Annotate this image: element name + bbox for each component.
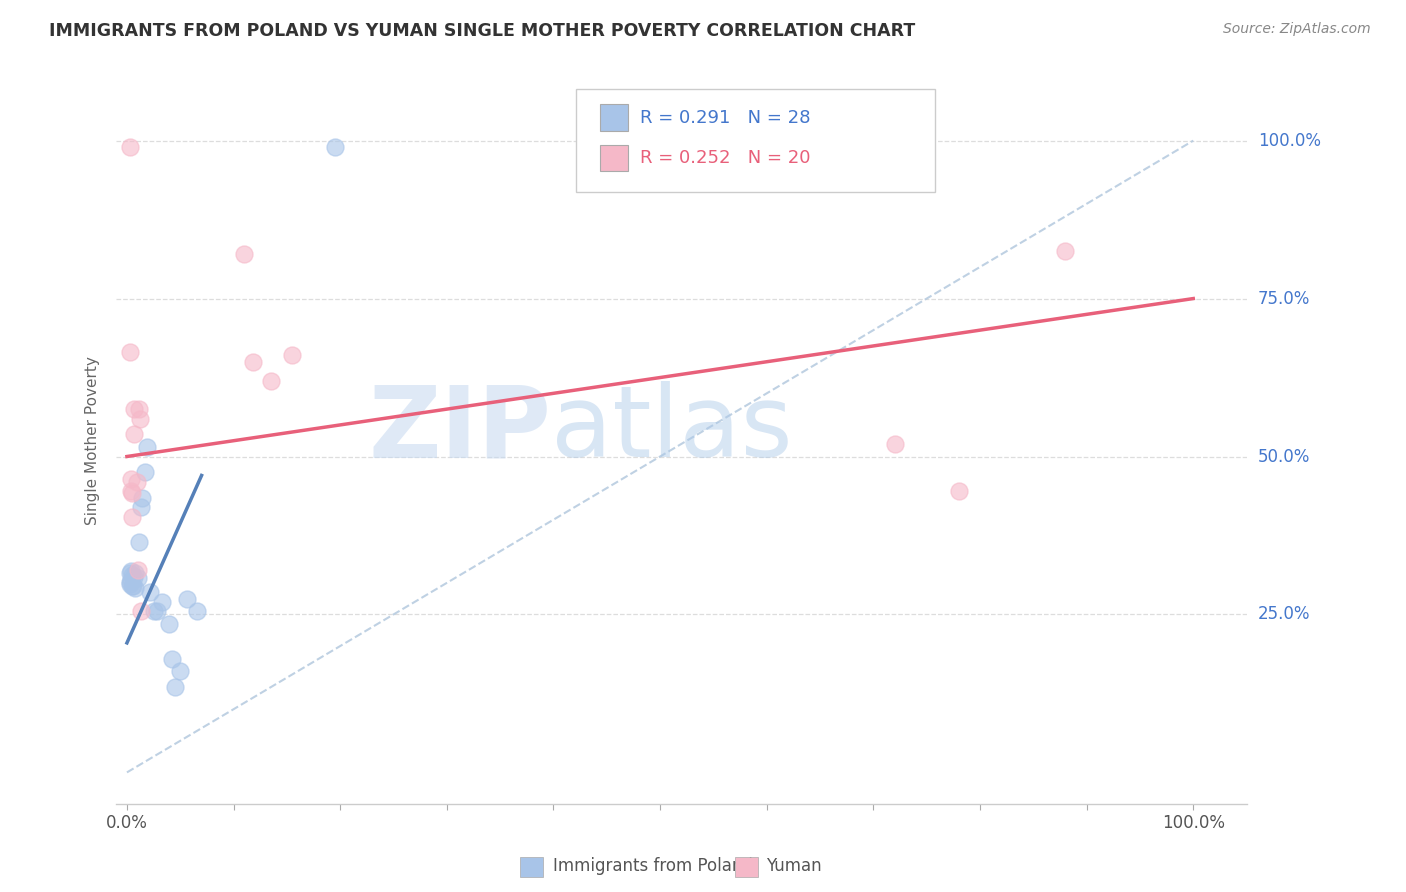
Text: R = 0.291   N = 28: R = 0.291 N = 28 [640,109,810,127]
Point [142,604,165,618]
Point [124,427,146,442]
Point [124,566,146,581]
Point [121,509,143,524]
Point [121,486,143,500]
Point [281,348,304,362]
Point [129,500,152,514]
Y-axis label: Single Mother Poverty: Single Mother Poverty [86,356,100,525]
Point [120,577,142,591]
Text: 50.0%: 50.0% [1258,448,1310,466]
Point [260,374,283,388]
Point [120,345,142,359]
Point [233,247,256,261]
Point [323,140,346,154]
Text: R = 0.252   N = 20: R = 0.252 N = 20 [640,149,810,167]
Text: IMMIGRANTS FROM POLAND VS YUMAN SINGLE MOTHER POVERTY CORRELATION CHART: IMMIGRANTS FROM POLAND VS YUMAN SINGLE M… [49,22,915,40]
Point [124,569,146,583]
Point [128,534,150,549]
Point [120,566,142,581]
Point [120,484,142,499]
Point [129,604,152,618]
Point [131,491,153,505]
Point [176,591,198,606]
Point [1054,244,1077,259]
Point [157,616,180,631]
Text: ZIP: ZIP [368,381,551,478]
Point [163,680,186,694]
Point [122,579,145,593]
Text: Yuman: Yuman [766,857,823,875]
Point [121,579,143,593]
Point [120,472,142,486]
Point [125,475,148,489]
Point [169,665,191,679]
Point [128,411,150,425]
Point [883,437,905,451]
Text: atlas: atlas [551,381,793,478]
Point [134,465,156,479]
Point [146,604,169,618]
Point [242,355,264,369]
Point [139,585,162,599]
Point [136,440,159,454]
Point [120,140,142,154]
Point [948,484,970,499]
Point [120,573,142,587]
Text: 25.0%: 25.0% [1258,606,1310,624]
Text: 75.0%: 75.0% [1258,290,1310,308]
Point [128,402,150,417]
Point [124,581,146,595]
Point [160,651,183,665]
Point [186,604,208,618]
Text: Immigrants from Poland: Immigrants from Poland [553,857,752,875]
Point [120,574,142,589]
Point [121,568,143,582]
Text: Source: ZipAtlas.com: Source: ZipAtlas.com [1223,22,1371,37]
Point [150,595,173,609]
Text: 100.0%: 100.0% [1258,132,1320,150]
Point [127,571,149,585]
Point [120,565,142,579]
Point [127,563,149,577]
Point [124,402,146,417]
